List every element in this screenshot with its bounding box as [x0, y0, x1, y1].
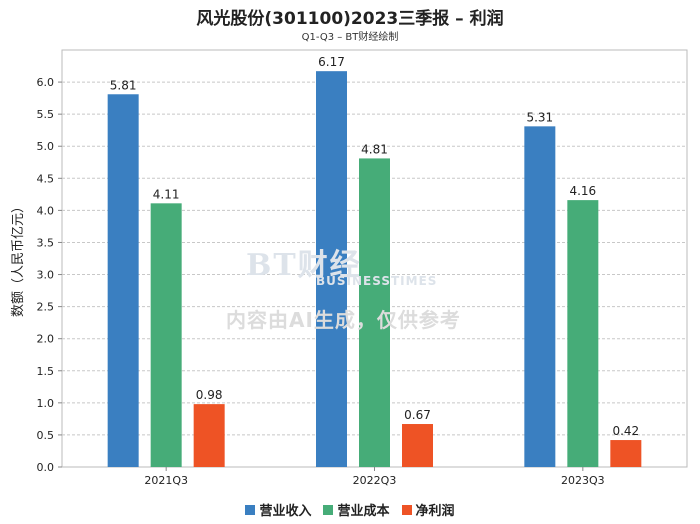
- bar-cost: [150, 203, 182, 467]
- watermark-logo-subtext: BUSINESSTIMES: [316, 274, 438, 288]
- legend-item-cost[interactable]: 营业成本: [323, 500, 390, 519]
- chart-subtitle: Q1-Q3 – BT财经绘制: [301, 32, 399, 43]
- data-label: 0.42: [612, 424, 639, 438]
- watermark-logo-text: BT财经: [246, 248, 362, 283]
- data-label: 0.98: [196, 388, 223, 402]
- y-tick-label: 4.0: [37, 204, 55, 217]
- legend: 营业收入 营业成本 净利润: [0, 500, 700, 519]
- data-label: 6.17: [318, 55, 345, 69]
- y-tick-label: 2.5: [37, 301, 55, 314]
- x-tick-label: 2021Q3: [144, 474, 188, 487]
- y-tick-label: 5.5: [37, 108, 55, 121]
- y-tick-label: 3.5: [37, 236, 55, 249]
- y-tick-label: 1.5: [37, 365, 55, 378]
- y-tick-label: 0.0: [37, 461, 55, 474]
- legend-swatch-cost: [323, 504, 334, 515]
- x-tick-label: 2022Q3: [353, 474, 397, 487]
- legend-item-revenue[interactable]: 营业收入: [245, 500, 311, 519]
- bar-cost: [359, 158, 390, 468]
- bar-profit: [402, 424, 433, 467]
- x-tick-label: 2023Q3: [561, 474, 605, 487]
- legend-label-cost: 营业成本: [337, 504, 390, 519]
- legend-swatch-profit: [401, 504, 412, 515]
- data-label: 5.81: [110, 78, 137, 92]
- y-tick-label: 2.0: [37, 333, 55, 346]
- y-tick-label: 3.0: [37, 269, 55, 282]
- data-label: 4.11: [153, 187, 180, 201]
- y-axis-label: 数额（人民币亿元）: [11, 200, 26, 317]
- bar-profit: [193, 404, 225, 467]
- y-tick-label: 1.0: [37, 397, 55, 410]
- legend-label-revenue: 营业收入: [259, 504, 312, 519]
- watermark-logo: BT财经 BUSINESSTIMES: [246, 240, 436, 288]
- legend-swatch-revenue: [245, 504, 256, 515]
- bar-revenue: [316, 71, 347, 467]
- y-tick-label: 4.5: [37, 172, 55, 185]
- bar-cost: [567, 200, 599, 467]
- bar-revenue: [524, 126, 556, 467]
- bar-profit: [610, 440, 642, 467]
- data-label: 0.67: [404, 408, 431, 422]
- y-tick-label: 0.5: [37, 429, 55, 442]
- data-label: 4.16: [569, 184, 596, 198]
- y-tick-label: 6.0: [37, 76, 55, 89]
- legend-label-profit: 净利润: [415, 504, 455, 519]
- chart-title: 风光股份(301100)2023三季报 – 利润: [196, 9, 504, 29]
- data-label: 4.81: [361, 142, 388, 156]
- watermark-notice: 内容由AI生成，仅供参考: [226, 308, 461, 332]
- bar-revenue: [107, 94, 139, 468]
- legend-item-profit[interactable]: 净利润: [401, 500, 455, 519]
- data-label: 5.31: [526, 110, 553, 124]
- y-tick-label: 5.0: [37, 140, 55, 153]
